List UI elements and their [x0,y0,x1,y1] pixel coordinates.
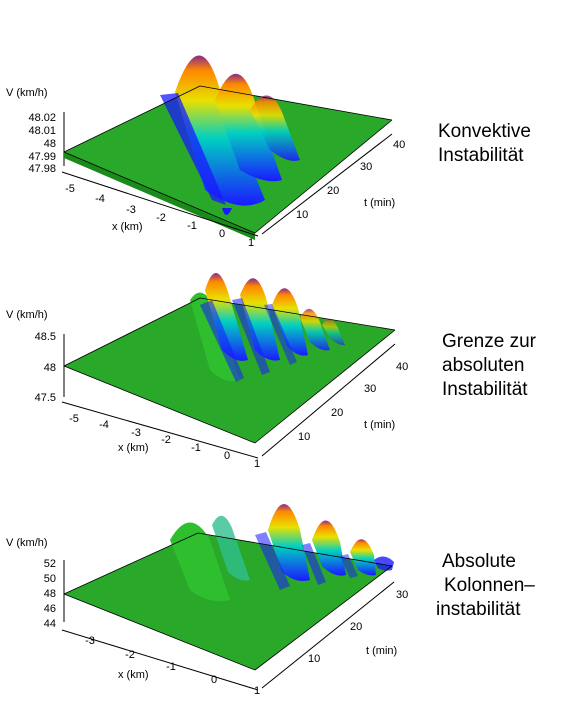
z-axis-label: V (km/h) [6,537,48,549]
z-tick-label: 48.02 [28,112,56,124]
caption-line: Instabilität [442,379,528,400]
caption-line: instabilität [436,599,521,620]
t-tick-label: 20 [331,407,343,419]
t-tick-label: 20 [327,185,339,197]
x-tick-label: -2 [161,434,171,446]
t-axis: 10 20 30 40 t (min) [261,133,405,235]
caption-line: Instabilität [438,145,524,166]
x-tick-label: -2 [156,212,166,224]
caption-line: Kolonnen– [444,575,535,596]
x-axis: -5 -4 -3 -2 -1 0 1 x (km) [61,171,259,249]
t-tick-label: 40 [396,361,408,373]
z-axis: V (km/h) 48.02 48.01 48 47.99 47.98 [6,87,65,175]
t-axis-label: t (min) [366,645,397,657]
caption-absolute: Absolute Kolonnen– instabilität [436,550,535,622]
box-edges [63,297,396,444]
caption-line: Grenze zur [442,331,536,352]
x-tick-label: 0 [224,450,230,462]
surface [64,504,394,670]
t-tick-label: 30 [396,589,408,601]
caption-marginal: Grenze zur absoluten Instabilität [442,330,536,402]
t-tick-label: 10 [308,653,320,665]
t-axis: 10 20 30 40 t (min) [261,343,408,457]
caption-line: Konvektive [438,121,531,142]
panel-marginal: V (km/h) 48.5 48 47.5 -5 -4 - [6,272,408,470]
x-tick-label: -1 [166,661,176,673]
x-tick-label: -5 [65,183,75,195]
x-tick-label: 1 [248,237,254,249]
t-axis: 10 20 30 t (min) [261,581,408,689]
x-tick-label: 1 [254,685,260,697]
box-edges [63,532,393,671]
x-tick-label: -1 [187,220,197,232]
x-tick-label: -2 [125,649,135,661]
x-axis-label: x (km) [112,221,143,233]
t-tick-label: 30 [364,383,376,395]
z-tick-label: 48.5 [35,331,56,343]
x-tick-label: -3 [126,204,136,216]
x-tick-label: -3 [131,427,141,439]
z-tick-label: 52 [44,558,56,570]
x-tick-label: 0 [211,674,217,686]
x-tick-label: -4 [95,193,105,205]
x-tick-label: -1 [191,442,201,454]
z-tick-label: 48 [44,588,56,600]
z-axis-label: V (km/h) [6,309,48,321]
x-axis-label: x (km) [118,442,149,454]
t-tick-label: 20 [350,621,362,633]
z-tick-label: 44 [44,618,56,630]
t-tick-label: 10 [296,209,308,221]
x-tick-label: 1 [254,458,260,470]
x-axis: -5 -4 -3 -2 -1 0 1 x (km) [61,401,260,470]
z-tick-label: 47.98 [28,163,56,175]
t-tick-label: 10 [298,431,310,443]
z-tick-label: 47.99 [28,151,56,163]
x-tick-label: -3 [85,635,95,647]
t-axis-label: t (min) [364,197,395,209]
z-tick-label: 46 [44,603,56,615]
surface [64,55,392,240]
z-axis: V (km/h) 48.5 48 47.5 [6,309,65,404]
caption-line: absoluten [442,355,525,376]
z-tick-label: 47.5 [35,392,56,404]
z-axis: V (km/h) 52 50 48 46 44 [6,537,65,630]
z-axis-label: V (km/h) [6,87,48,99]
x-axis: -3 -2 -1 0 1 x (km) [61,629,260,697]
z-tick-label: 48 [44,362,56,374]
x-tick-label: -4 [99,419,109,431]
t-axis-label: t (min) [364,419,395,431]
caption-convective: Konvektive Instabilität [438,120,531,168]
caption-line: Absolute [442,551,516,572]
z-tick-label: 50 [44,573,56,585]
z-tick-label: 48 [44,138,56,150]
x-axis-label: x (km) [118,669,149,681]
x-tick-label: -5 [69,413,79,425]
x-tick-label: 0 [219,228,225,240]
surface [64,272,395,443]
panel-absolute: V (km/h) 52 50 48 46 44 -3 [6,504,408,697]
z-tick-label: 48.01 [28,125,56,137]
box-edges [63,85,393,234]
panel-convective: V (km/h) 48.02 48.01 48 47.99 47.98 -5 -… [6,55,405,249]
t-tick-label: 40 [393,139,405,151]
t-tick-label: 30 [360,161,372,173]
